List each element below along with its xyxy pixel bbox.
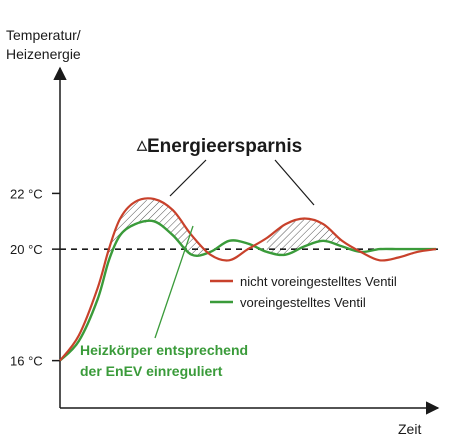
- savings-region-1: [108, 199, 211, 261]
- series-line-nicht-voreingestellt: [59, 197, 437, 362]
- series-line-voreingestellt: [59, 219, 436, 362]
- annotation-title-text: Energieersparnis: [147, 136, 302, 157]
- annotation-pointer-left: [169, 159, 207, 197]
- y-ticks: 16 °C 20 °C 22 °C: [10, 186, 60, 369]
- x-axis-label: Zeit: [398, 421, 421, 437]
- energy-savings-hatch: [108, 199, 342, 261]
- note-line-1: Heizkörper entsprechend: [80, 342, 248, 358]
- legend-label-red: nicht voreingestelltes Ventil: [240, 274, 397, 289]
- legend-label-green: voreingestelltes Ventil: [240, 295, 366, 310]
- y-axis-label-line-2: Heizenergie: [6, 46, 81, 62]
- note-pointer: [154, 225, 194, 339]
- delta-symbol: △: [136, 137, 148, 152]
- note-line-2: der EnEV einreguliert: [80, 363, 223, 379]
- annotation-title: △Energieersparnis: [136, 136, 302, 157]
- y-axis-label: Temperatur/ Heizenergie: [6, 27, 85, 62]
- y-tick-label-2: 22 °C: [10, 186, 43, 201]
- annotation-pointer-right: [274, 159, 315, 206]
- legend: nicht voreingestelltes Ventil voreingest…: [210, 274, 397, 310]
- series-layer: [59, 197, 437, 362]
- y-tick-label-1: 20 °C: [10, 242, 43, 257]
- y-axis-label-line-1: Temperatur/: [6, 27, 81, 43]
- savings-region-2: [266, 218, 342, 255]
- y-tick-label-0: 16 °C: [10, 354, 43, 369]
